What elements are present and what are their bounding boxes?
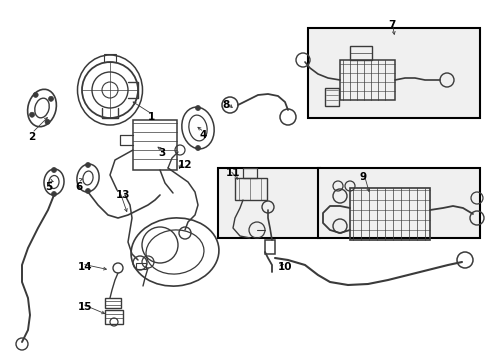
Circle shape xyxy=(85,189,90,194)
Text: 4: 4 xyxy=(200,130,207,140)
Text: 11: 11 xyxy=(225,168,240,178)
Bar xyxy=(218,168,319,238)
Text: 6: 6 xyxy=(75,182,82,192)
Bar xyxy=(243,168,257,178)
Bar xyxy=(133,120,177,170)
Text: 2: 2 xyxy=(28,132,35,142)
Bar xyxy=(105,298,121,308)
Bar xyxy=(264,240,274,254)
Bar xyxy=(104,54,116,62)
Circle shape xyxy=(48,96,53,101)
Text: 15: 15 xyxy=(78,302,92,312)
Bar xyxy=(105,310,123,324)
Bar xyxy=(307,28,479,118)
Bar xyxy=(136,263,146,269)
Text: 14: 14 xyxy=(78,262,92,272)
Text: 8: 8 xyxy=(222,100,229,110)
Text: 5: 5 xyxy=(45,182,52,192)
Bar xyxy=(235,178,266,200)
Text: 1: 1 xyxy=(148,112,155,122)
Bar xyxy=(317,168,479,238)
Circle shape xyxy=(85,162,90,167)
Text: 9: 9 xyxy=(359,172,366,182)
Text: 13: 13 xyxy=(116,190,130,200)
Bar xyxy=(339,60,394,100)
Bar xyxy=(349,188,429,240)
Circle shape xyxy=(45,120,50,124)
Circle shape xyxy=(51,167,57,172)
Circle shape xyxy=(29,112,35,117)
Circle shape xyxy=(51,192,57,197)
Circle shape xyxy=(195,145,200,150)
Bar xyxy=(349,46,371,60)
Circle shape xyxy=(195,105,200,111)
Text: 12: 12 xyxy=(178,160,192,170)
Text: 10: 10 xyxy=(278,262,292,272)
Circle shape xyxy=(33,93,38,98)
Text: 7: 7 xyxy=(387,20,395,30)
Bar xyxy=(325,88,338,106)
Text: 3: 3 xyxy=(158,148,165,158)
